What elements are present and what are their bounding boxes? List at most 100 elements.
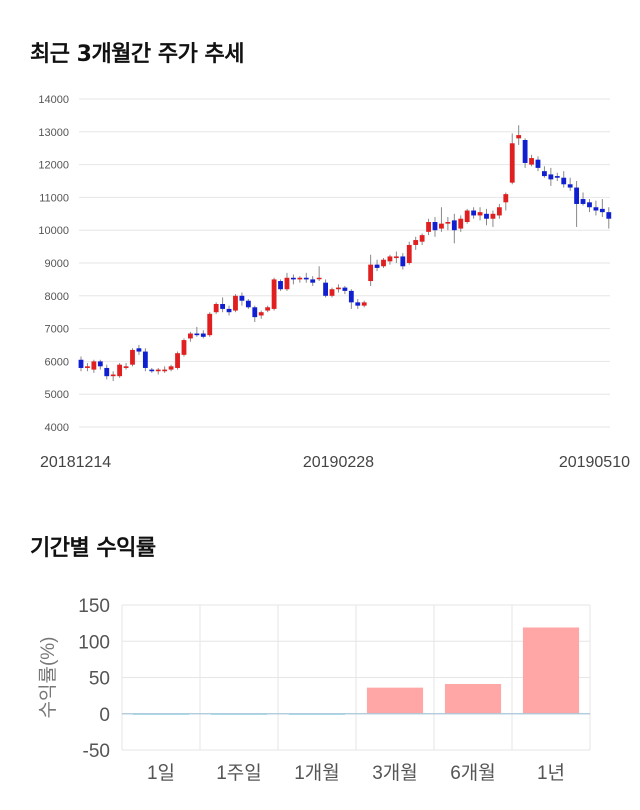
candle-body — [464, 210, 470, 222]
candle-body — [522, 140, 528, 163]
price-trend-title: 최근 3개월간 주가 추세 — [30, 42, 244, 67]
candle-body — [278, 281, 283, 290]
candle-body — [329, 289, 335, 296]
y-tick-label: 5000 — [45, 389, 69, 401]
candle-body — [574, 187, 580, 204]
y-tick-label: 4000 — [45, 422, 69, 434]
candle-body — [381, 259, 386, 267]
candle-body — [149, 369, 155, 372]
y-tick-label: 50 — [89, 669, 110, 690]
candle-body — [477, 212, 483, 216]
y-tick-label: 6000 — [45, 356, 69, 368]
candle-body — [110, 374, 116, 377]
candle-body — [355, 302, 361, 306]
candle-body — [445, 222, 451, 224]
candle-body — [136, 348, 142, 352]
y-tick-label: 7000 — [45, 324, 69, 336]
candle-body — [303, 277, 309, 280]
candle-body — [599, 208, 605, 213]
candle-body — [271, 279, 277, 309]
candle-body — [181, 340, 187, 355]
x-date-label: 20190228 — [303, 454, 374, 471]
candle-body — [516, 135, 522, 139]
candle-body — [175, 353, 180, 368]
candle-body — [561, 177, 567, 185]
candle-body — [432, 222, 438, 231]
candle-body — [529, 158, 534, 165]
x-category-label: 6개월 — [450, 762, 496, 784]
x-category-label: 3개월 — [372, 762, 418, 784]
y-tick-label: 10000 — [38, 225, 69, 237]
candle-body — [567, 184, 573, 188]
candle-body — [471, 210, 477, 216]
candle-body — [458, 218, 464, 229]
return-bar — [366, 687, 424, 714]
candle-body — [245, 300, 251, 308]
candle-body — [406, 244, 412, 263]
candle-body — [496, 207, 502, 216]
candle-body — [548, 174, 554, 180]
candle-body — [155, 369, 161, 372]
candle-body — [451, 220, 457, 231]
candle-body — [361, 302, 367, 306]
y-tick-label: 150 — [78, 596, 110, 617]
candle-body — [258, 312, 264, 316]
candle-body — [213, 304, 219, 313]
candle-body — [97, 361, 103, 367]
candle-body — [439, 223, 444, 229]
candle-body — [535, 159, 541, 168]
x-category-label: 1개월 — [294, 762, 340, 784]
candle-body — [342, 287, 348, 291]
y-tick-label: 8000 — [45, 291, 69, 303]
y-tick-label: 11000 — [39, 192, 69, 204]
candle-body — [426, 222, 431, 232]
candle-body — [85, 366, 90, 368]
candle-body — [162, 369, 168, 372]
candle-body — [104, 367, 110, 377]
candle-body — [123, 366, 129, 368]
candle-body — [419, 235, 425, 242]
candle-body — [297, 277, 303, 280]
candle-body — [130, 349, 135, 365]
candle-body — [336, 287, 341, 290]
candle-body — [484, 213, 489, 219]
y-tick-label: 9000 — [45, 258, 69, 270]
candle-body — [233, 295, 238, 311]
period-returns-title: 기간별 수익률 — [30, 536, 156, 561]
candle-body — [503, 194, 509, 203]
return-bar — [522, 627, 580, 714]
y-tick-label: -50 — [83, 741, 110, 762]
candle-body — [284, 277, 290, 290]
candle-body — [348, 290, 354, 303]
candle-body — [188, 333, 193, 339]
candle-body — [239, 295, 245, 301]
candle-body — [78, 359, 84, 368]
candle-body — [606, 212, 612, 219]
candle-body — [207, 313, 213, 336]
candle-body — [226, 308, 232, 313]
x-date-label: 20181214 — [40, 454, 111, 471]
x-category-label: 1년 — [537, 762, 565, 784]
candle-body — [117, 364, 123, 377]
candle-body — [194, 333, 200, 336]
candle-body — [91, 361, 97, 370]
y-tick-label: 12000 — [38, 160, 69, 172]
candle-body — [554, 176, 560, 178]
candle-body — [168, 366, 174, 370]
candle-body — [509, 143, 515, 183]
y-tick-label: 13000 — [38, 127, 69, 139]
x-date-label: 20190510 — [559, 454, 630, 471]
candle-body — [323, 282, 328, 296]
candle-body — [220, 304, 226, 309]
price-candlestick-chart: 4000 5000 6000 7000 8000 9000 10000 11000 12000 1… — [38, 94, 630, 471]
candle-body — [265, 307, 271, 311]
x-category-label: 1주일 — [216, 762, 262, 784]
candle-body — [142, 351, 148, 368]
y-tick-label: 0 — [99, 705, 110, 726]
candle-body — [387, 256, 393, 262]
candle-body — [368, 264, 374, 282]
x-category-label: 1일 — [147, 762, 175, 784]
candle-body — [316, 277, 322, 280]
candle-body — [400, 256, 406, 267]
